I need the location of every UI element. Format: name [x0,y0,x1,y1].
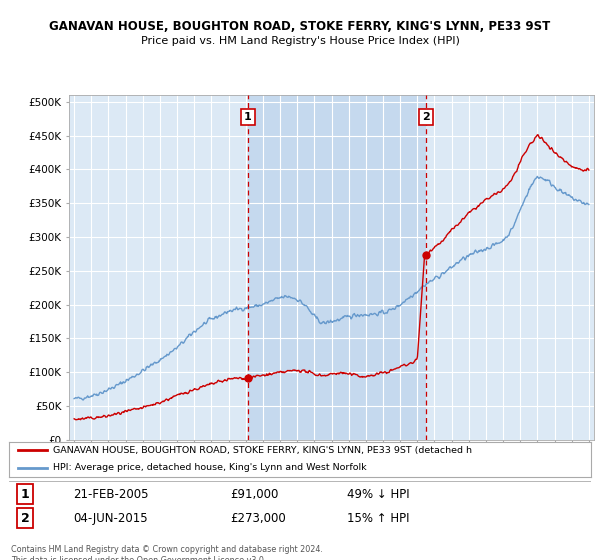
Text: 2: 2 [21,512,29,525]
Text: GANAVAN HOUSE, BOUGHTON ROAD, STOKE FERRY, KING'S LYNN, PE33 9ST (detached h: GANAVAN HOUSE, BOUGHTON ROAD, STOKE FERR… [53,446,472,455]
Bar [248,95,426,440]
Text: 2: 2 [422,112,430,122]
Text: 1: 1 [21,488,29,501]
Text: £91,000: £91,000 [230,488,278,501]
Text: 04-JUN-2015: 04-JUN-2015 [73,512,148,525]
Text: 1: 1 [244,112,252,122]
Text: GANAVAN HOUSE, BOUGHTON ROAD, STOKE FERRY, KING'S LYNN, PE33 9ST: GANAVAN HOUSE, BOUGHTON ROAD, STOKE FERR… [49,20,551,32]
Text: 15% ↑ HPI: 15% ↑ HPI [347,512,409,525]
Text: Price paid vs. HM Land Registry's House Price Index (HPI): Price paid vs. HM Land Registry's House … [140,36,460,46]
Text: £273,000: £273,000 [230,512,286,525]
Text: 21-FEB-2005: 21-FEB-2005 [73,488,149,501]
Text: 49% ↓ HPI: 49% ↓ HPI [347,488,409,501]
Text: Contains HM Land Registry data © Crown copyright and database right 2024.
This d: Contains HM Land Registry data © Crown c… [11,545,323,560]
Text: HPI: Average price, detached house, King's Lynn and West Norfolk: HPI: Average price, detached house, King… [53,464,366,473]
